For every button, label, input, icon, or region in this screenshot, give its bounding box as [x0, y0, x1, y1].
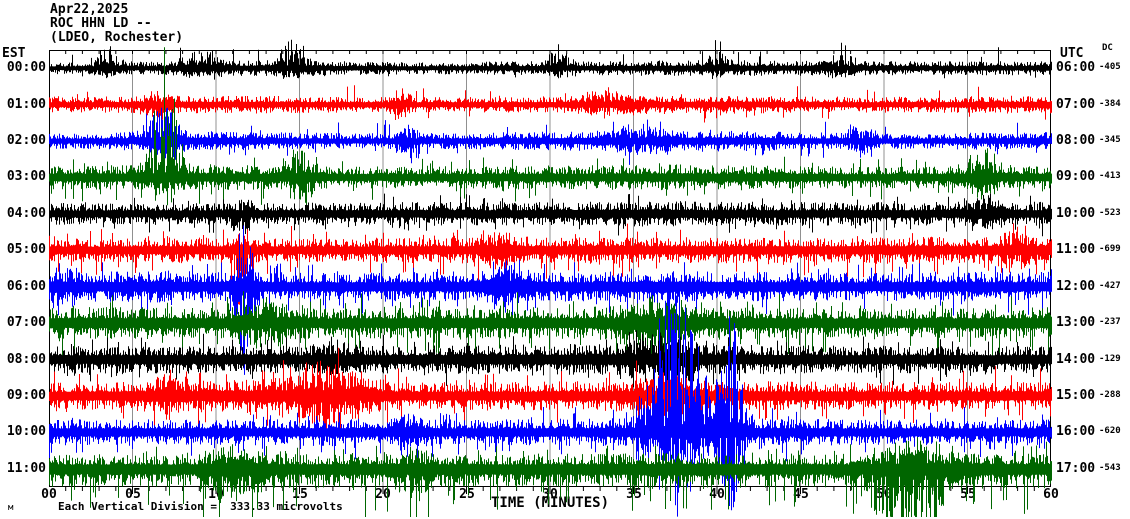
- x-tick-label: 25: [459, 487, 475, 502]
- dc-column-label: DC: [1102, 43, 1113, 53]
- dc-value: -620: [1099, 426, 1121, 436]
- est-time-label: 06:00: [6, 279, 46, 294]
- utc-time-label: 12:00: [1056, 279, 1096, 294]
- x-tick-label: 60: [1043, 487, 1059, 502]
- utc-time-label: 17:00: [1056, 461, 1096, 476]
- trace-row-0600-blue: [49, 225, 1052, 375]
- x-tick-label: 45: [793, 487, 809, 502]
- utc-time-label: 13:00: [1056, 315, 1096, 330]
- dc-value: -427: [1099, 281, 1121, 291]
- left-axis-label: EST: [2, 46, 26, 61]
- dc-value: -405: [1099, 62, 1121, 72]
- est-time-label: 04:00: [6, 206, 46, 221]
- header-date: Apr22,2025: [50, 2, 129, 17]
- dc-value: -288: [1099, 390, 1121, 400]
- utc-time-label: 09:00: [1056, 169, 1096, 184]
- utc-time-label: 06:00: [1056, 60, 1096, 75]
- x-axis-title: TIME (MINUTES): [491, 495, 610, 511]
- dc-value: -523: [1099, 208, 1121, 218]
- trace-row-0700-green: [49, 291, 1052, 359]
- trace-row-0300-green: [49, 47, 1052, 210]
- x-tick-label: 55: [960, 487, 976, 502]
- scale-note: Each Vertical Division = 333.33 microvol…: [58, 500, 343, 513]
- header-station: ROC HHN LD --: [50, 16, 152, 31]
- est-time-label: 00:00: [6, 60, 46, 75]
- x-tick-label: 50: [876, 487, 892, 502]
- utc-time-label: 15:00: [1056, 388, 1096, 403]
- trace-row-1000-blue: [49, 280, 1052, 517]
- right-axis-label: UTC: [1060, 46, 1084, 61]
- trace-row-0900-red: [49, 347, 1052, 439]
- header-source: (LDEO, Rochester): [50, 30, 184, 45]
- utc-time-label: 14:00: [1056, 352, 1096, 367]
- utc-time-label: 10:00: [1056, 206, 1096, 221]
- est-time-label: 03:00: [6, 169, 46, 184]
- x-tick-label: 35: [626, 487, 642, 502]
- trace-row-0500-red: [49, 223, 1052, 305]
- utc-time-label: 07:00: [1056, 97, 1096, 112]
- trace-row-0800-black: [49, 330, 1052, 390]
- est-time-label: 01:00: [6, 97, 46, 112]
- est-time-label: 11:00: [6, 461, 46, 476]
- dc-value: -129: [1099, 354, 1121, 364]
- minute-ticks: [65, 50, 1035, 494]
- dc-value: -413: [1099, 171, 1121, 181]
- dc-value: -345: [1099, 135, 1121, 145]
- utc-time-label: 11:00: [1056, 242, 1096, 257]
- est-time-label: 08:00: [6, 352, 46, 367]
- dc-value: -237: [1099, 317, 1121, 327]
- dc-value: -543: [1099, 463, 1121, 473]
- est-time-label: 05:00: [6, 242, 46, 257]
- trace-row-0400-black: [49, 193, 1052, 237]
- trace-row-0200-blue: [49, 107, 1052, 165]
- est-time-label: 09:00: [6, 388, 46, 403]
- plot-frame: [49, 50, 1051, 487]
- est-time-label: 02:00: [6, 133, 46, 148]
- utc-time-label: 08:00: [1056, 133, 1096, 148]
- dc-value: -699: [1099, 244, 1121, 254]
- watermark-glyph: м: [8, 503, 14, 513]
- trace-row-0100-red: [49, 85, 1052, 123]
- utc-time-label: 16:00: [1056, 424, 1096, 439]
- est-time-label: 10:00: [6, 424, 46, 439]
- dc-value: -384: [1099, 99, 1121, 109]
- x-tick-label: 20: [375, 487, 391, 502]
- est-time-label: 07:00: [6, 315, 46, 330]
- x-tick-label: 40: [709, 487, 725, 502]
- trace-row-0000-black: [49, 39, 1052, 80]
